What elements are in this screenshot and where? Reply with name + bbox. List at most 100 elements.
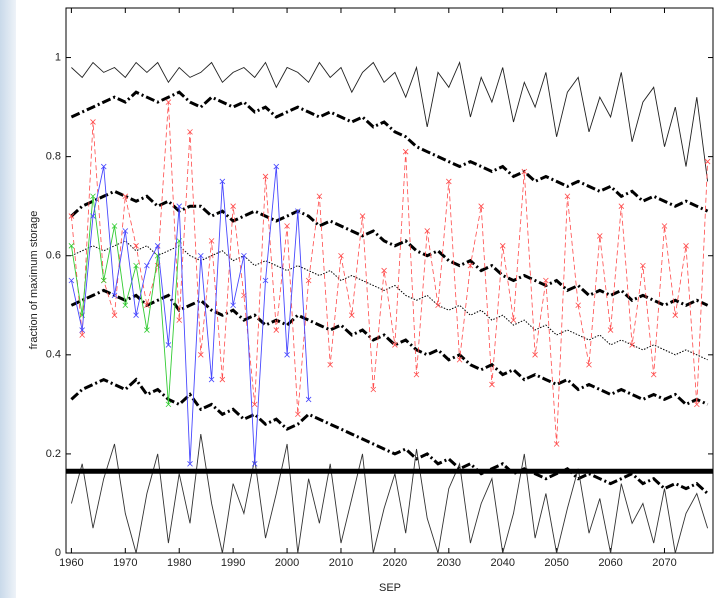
point-marker xyxy=(90,119,96,125)
x-tick-label: 1970 xyxy=(113,557,137,569)
point-marker xyxy=(176,317,183,323)
point-marker xyxy=(68,243,75,249)
point-marker xyxy=(230,203,236,209)
point-marker xyxy=(446,178,452,185)
point-marker xyxy=(478,203,484,209)
point-marker xyxy=(122,193,129,200)
point-marker xyxy=(262,173,269,180)
point-marker xyxy=(176,203,183,209)
point-marker xyxy=(532,352,538,358)
series-line xyxy=(71,61,709,182)
point-marker xyxy=(392,342,398,348)
series-line xyxy=(70,377,709,495)
x-axis-label: SEP xyxy=(379,582,401,594)
point-marker xyxy=(154,243,161,249)
point-marker xyxy=(122,302,129,309)
point-marker xyxy=(499,243,506,249)
series-line xyxy=(70,90,709,213)
point-marker xyxy=(510,317,517,323)
point-marker xyxy=(284,223,290,229)
x-tick-label: 2000 xyxy=(275,557,299,569)
y-tick-label: 1 xyxy=(55,51,61,63)
point-marker xyxy=(435,302,441,309)
point-marker xyxy=(467,262,474,269)
point-marker xyxy=(672,312,679,318)
y-tick-label: 0.6 xyxy=(46,250,61,262)
x-tick-label: 2050 xyxy=(544,557,568,569)
x-tick-label: 2060 xyxy=(598,557,622,569)
point-marker xyxy=(198,252,204,259)
x-tick-label: 1960 xyxy=(59,557,83,569)
point-marker xyxy=(575,302,581,309)
point-marker xyxy=(262,277,269,284)
series-line xyxy=(71,240,708,361)
point-marker xyxy=(68,213,75,219)
point-marker xyxy=(413,371,420,378)
point-marker xyxy=(165,342,172,348)
point-marker xyxy=(208,376,215,383)
point-marker xyxy=(219,178,226,185)
point-marker xyxy=(219,376,226,383)
x-tick-label: 1980 xyxy=(167,557,191,569)
point-marker xyxy=(640,262,646,269)
point-marker xyxy=(251,401,258,408)
point-marker xyxy=(704,158,711,165)
point-marker xyxy=(359,213,366,219)
y-axis-label: fraction of maximum storage xyxy=(28,211,40,350)
point-marker xyxy=(424,228,431,234)
side-strip xyxy=(0,0,16,598)
point-marker xyxy=(402,148,409,155)
point-marker xyxy=(564,193,571,200)
point-marker xyxy=(122,228,129,234)
point-marker xyxy=(79,332,85,338)
y-tick-label: 0.8 xyxy=(46,151,61,163)
x-tick-label: 2070 xyxy=(652,557,676,569)
point-marker xyxy=(111,223,118,229)
point-marker xyxy=(198,352,204,358)
x-tick-label: 2040 xyxy=(490,557,514,569)
point-marker xyxy=(144,262,150,269)
series-line xyxy=(70,189,709,307)
series-line xyxy=(70,288,709,407)
point-marker xyxy=(661,223,668,229)
point-marker xyxy=(295,411,301,418)
point-marker xyxy=(68,277,75,284)
point-marker xyxy=(241,252,247,259)
point-marker xyxy=(327,361,333,368)
point-marker xyxy=(316,193,323,200)
point-marker xyxy=(694,401,700,408)
x-tick-label: 1990 xyxy=(221,557,245,569)
point-marker xyxy=(230,302,236,309)
point-marker xyxy=(165,99,172,105)
point-marker xyxy=(456,356,463,363)
point-marker xyxy=(607,327,614,333)
point-marker xyxy=(553,441,560,447)
point-marker xyxy=(187,461,193,467)
point-marker xyxy=(111,312,118,318)
series-line xyxy=(70,434,709,554)
point-marker xyxy=(144,327,150,333)
y-tick-label: 0 xyxy=(55,547,61,559)
point-marker xyxy=(629,342,635,348)
y-tick-label: 0.4 xyxy=(46,349,61,361)
point-marker xyxy=(295,208,301,214)
point-marker xyxy=(100,277,107,284)
point-marker xyxy=(650,371,657,378)
point-marker xyxy=(683,243,689,249)
point-marker xyxy=(144,302,150,309)
point-marker xyxy=(489,381,495,388)
point-marker xyxy=(305,277,312,284)
y-tick-label: 0.2 xyxy=(46,448,61,460)
point-marker xyxy=(273,327,280,333)
point-marker xyxy=(338,252,344,259)
point-marker xyxy=(586,361,592,368)
point-marker xyxy=(521,168,528,175)
point-marker xyxy=(305,396,312,403)
point-marker xyxy=(618,203,625,209)
point-marker xyxy=(133,262,139,269)
point-marker xyxy=(543,277,549,284)
point-marker xyxy=(273,163,280,170)
x-tick-label: 2030 xyxy=(437,557,461,569)
